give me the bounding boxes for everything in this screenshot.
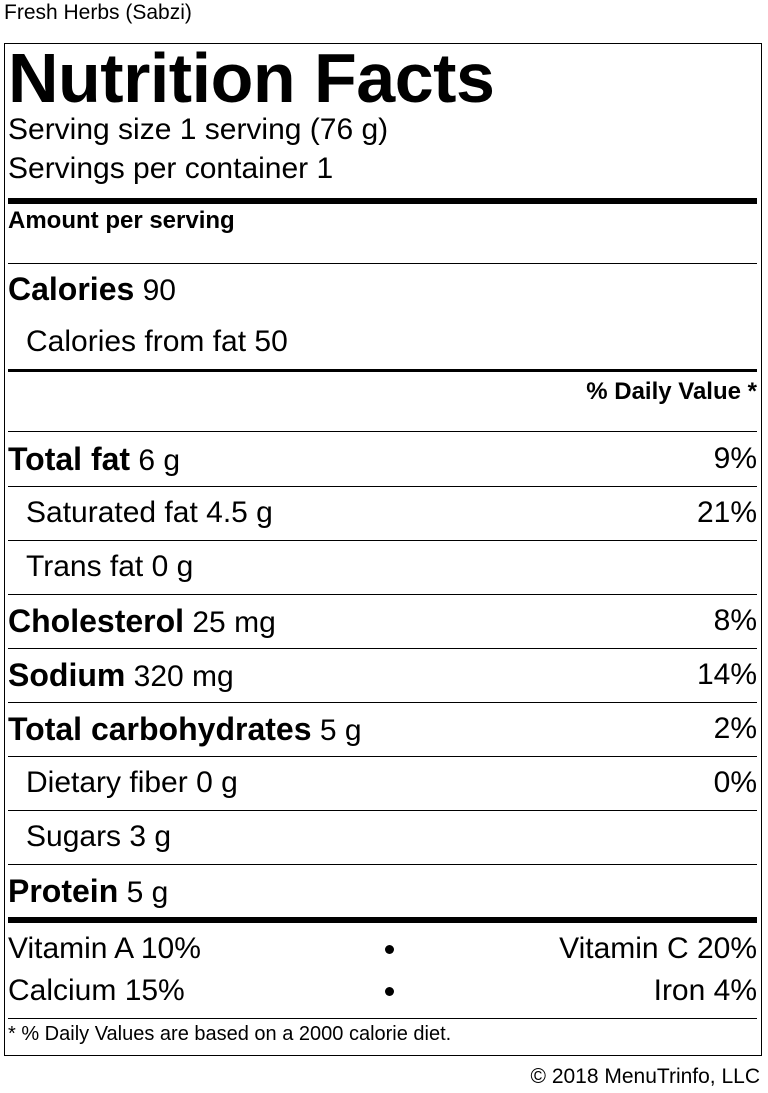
divider <box>8 756 757 757</box>
label-title: Nutrition Facts <box>8 39 495 117</box>
nutrient-row: Cholesterol 25 mg 8% <box>8 594 757 648</box>
servings-per-container: Servings per container 1 <box>8 152 334 185</box>
nutrient-amount: 5 g <box>319 713 362 747</box>
nutrient-dv: 21% <box>696 496 757 529</box>
nutrient-row: Protein 5 g <box>8 864 757 918</box>
nutrient-amount: 3 g <box>129 820 172 853</box>
vitamin-row: Calcium 15% Iron 4% <box>8 970 757 1012</box>
calories-label: Calories <box>8 271 135 307</box>
vitamin-left: Calcium 15% <box>8 974 185 1007</box>
calories-from-fat: Calories from fat 50 <box>26 325 288 358</box>
bullet-dot <box>385 945 394 954</box>
nutrient-row: Saturated fat 4.5 g 21% <box>8 486 757 540</box>
vitamin-row: Vitamin A 10% Vitamin C 20% <box>8 928 757 970</box>
divider <box>8 431 757 432</box>
nutrient-amount: 25 mg <box>192 605 276 639</box>
nutrient-name: Dietary fiber <box>26 766 188 799</box>
nutrient-dv: 8% <box>713 604 757 637</box>
divider <box>8 1018 757 1019</box>
divider <box>8 540 757 541</box>
nutrient-row: Dietary fiber 0 g 0% <box>8 756 757 810</box>
vitamin-left: Vitamin A 10% <box>8 932 201 965</box>
nutrient-name: Cholesterol <box>8 602 185 639</box>
nutrient-dv: 9% <box>713 442 757 475</box>
nutrient-amount: 6 g <box>138 443 181 477</box>
nutrient-name: Total fat <box>8 440 131 477</box>
bullet-dot <box>385 987 394 996</box>
nutrient-row: Trans fat 0 g <box>8 540 757 594</box>
nutrient-name: Sodium <box>8 656 126 693</box>
vitamin-right: Iron 4% <box>653 974 757 1007</box>
divider <box>8 810 757 811</box>
nutrient-amount: 0 g <box>196 766 238 799</box>
divider <box>8 594 757 595</box>
nutrient-row: Sodium 320 mg 14% <box>8 648 757 702</box>
nutrient-row: Sugars 3 g <box>8 810 757 864</box>
nutrient-dv: 14% <box>696 658 757 691</box>
footnote: * % Daily Values are based on a 2000 cal… <box>8 1023 452 1045</box>
label-content: Nutrition Facts Serving size 1 serving (… <box>8 39 757 1055</box>
serving-size: Serving size 1 serving (76 g) <box>8 113 389 146</box>
divider <box>8 263 757 264</box>
nutrient-amount: 5 g <box>126 875 169 909</box>
nutrient-dv: 0% <box>713 766 757 799</box>
thick-divider <box>8 917 757 923</box>
nutrient-name: Trans fat <box>26 550 144 583</box>
divider <box>8 864 757 865</box>
medium-divider <box>8 369 757 372</box>
calories-row: Calories 90 <box>8 269 176 311</box>
nutrient-name: Protein <box>8 872 119 909</box>
divider <box>8 648 757 649</box>
nutrient-amount: 0 g <box>151 550 194 583</box>
vitamin-right: Vitamin C 20% <box>559 932 757 965</box>
divider <box>8 486 757 487</box>
nutrient-row: Total carbohydrates 5 g 2% <box>8 702 757 756</box>
nutrient-name: Saturated fat <box>26 496 198 529</box>
nutrient-amount: 320 mg <box>133 659 234 693</box>
divider <box>8 702 757 703</box>
nutrient-name: Sugars <box>26 820 122 853</box>
nutrient-amount: 4.5 g <box>206 496 273 529</box>
thick-divider <box>8 198 757 204</box>
nutrient-name: Total carbohydrates <box>8 710 312 747</box>
copyright: © 2018 MenuTrinfo, LLC <box>530 1065 760 1088</box>
nutrition-label: Nutrition Facts Serving size 1 serving (… <box>4 39 762 1056</box>
nutrient-dv: 2% <box>713 712 757 745</box>
nutrient-row: Total fat 6 g 9% <box>8 432 757 486</box>
calories-value: 90 <box>142 274 176 307</box>
daily-value-header: % Daily Value * <box>586 378 757 405</box>
amount-per-serving: Amount per serving <box>8 207 235 234</box>
product-name: Fresh Herbs (Sabzi) <box>4 1 192 24</box>
